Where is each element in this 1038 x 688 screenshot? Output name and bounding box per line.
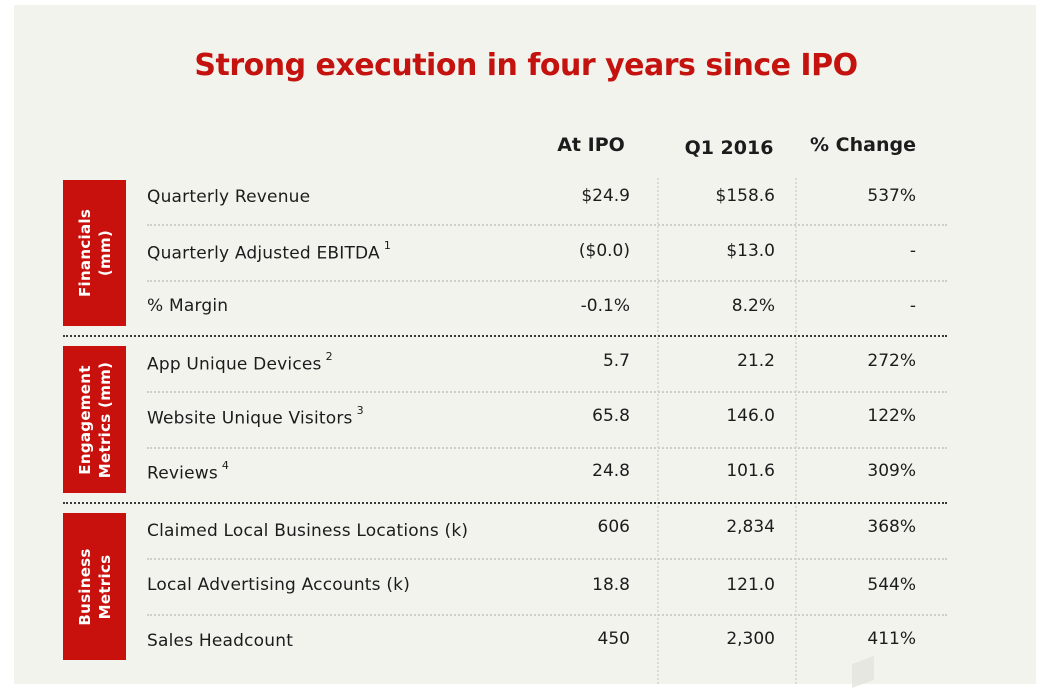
column-header-q1-2016: Q1 2016 <box>684 137 774 159</box>
cell-q1-2016: $13.0 <box>726 241 775 261</box>
row-divider <box>147 280 947 282</box>
section-label-business: Business Metrics <box>75 548 115 625</box>
row-label: App Unique Devices 2 <box>147 350 333 375</box>
row-label: Local Advertising Accounts (k) <box>147 575 411 595</box>
section-divider <box>63 502 947 504</box>
column-header-change: % Change <box>810 134 916 156</box>
footnote-marker: 4 <box>221 459 230 472</box>
cell-at-ipo: 5.7 <box>602 351 630 371</box>
cell-at-ipo: 606 <box>597 517 630 537</box>
section-label-line: Business <box>75 547 94 626</box>
row-label: Website Unique Visitors 3 <box>147 404 364 429</box>
section-label-line: Financials <box>75 208 94 298</box>
cell-change: - <box>909 241 916 261</box>
row-divider <box>147 391 947 393</box>
cell-at-ipo: $24.9 <box>581 186 630 206</box>
cell-q1-2016: 101.6 <box>726 461 775 481</box>
cell-change: - <box>909 296 916 316</box>
cell-q1-2016: 21.2 <box>737 351 775 371</box>
section-label-line: Metrics (mm) <box>95 361 114 478</box>
slide-background <box>14 5 1036 684</box>
cell-at-ipo: 18.8 <box>592 575 630 595</box>
cell-change: 411% <box>867 629 916 649</box>
row-divider <box>147 224 947 226</box>
section-band-engagement: Engagement Metrics (mm) <box>63 346 126 493</box>
section-band-business: Business Metrics <box>63 513 126 660</box>
section-label-line: Engagement <box>75 364 94 475</box>
cell-change: 544% <box>867 575 916 595</box>
cell-q1-2016: 2,300 <box>726 629 775 649</box>
section-label-line: (mm) <box>95 229 114 277</box>
cell-change: 309% <box>867 461 916 481</box>
slide-title: Strong execution in four years since IPO <box>194 48 858 83</box>
cell-change: 122% <box>867 406 916 426</box>
cell-q1-2016: 8.2% <box>731 296 775 316</box>
row-label: Quarterly Revenue <box>147 187 311 207</box>
row-divider <box>147 447 947 449</box>
cell-at-ipo: -0.1% <box>580 296 630 316</box>
footnote-marker: 2 <box>325 350 333 363</box>
cell-at-ipo: ($0.0) <box>578 241 630 261</box>
section-label-line: Metrics <box>95 554 114 619</box>
cell-change: 272% <box>867 351 916 371</box>
cell-q1-2016: 121.0 <box>726 575 775 595</box>
cell-at-ipo: 65.8 <box>592 406 630 426</box>
section-label-engagement: Engagement Metrics (mm) <box>75 361 115 477</box>
column-divider <box>657 178 659 684</box>
row-label: Claimed Local Business Locations (k) <box>147 521 469 541</box>
cell-q1-2016: 2,834 <box>726 517 775 537</box>
column-divider <box>795 178 797 684</box>
section-label-financials: Financials (mm) <box>75 209 115 297</box>
row-label: % Margin <box>147 296 229 316</box>
row-divider <box>147 558 947 560</box>
row-divider <box>147 614 947 616</box>
cell-at-ipo: 450 <box>597 629 630 649</box>
section-band-financials: Financials (mm) <box>63 180 126 326</box>
cell-change: 537% <box>867 186 916 206</box>
footnote-marker: 3 <box>356 404 364 417</box>
column-header-at-ipo: At IPO <box>557 134 625 156</box>
cell-q1-2016: $158.6 <box>715 186 775 206</box>
cell-change: 368% <box>867 517 916 537</box>
cell-q1-2016: 146.0 <box>726 406 775 426</box>
row-label: Quarterly Adjusted EBITDA 1 <box>147 239 392 264</box>
row-label: Reviews 4 <box>147 459 230 484</box>
row-label: Sales Headcount <box>147 631 294 651</box>
section-divider <box>63 335 947 337</box>
cell-at-ipo: 24.8 <box>592 461 630 481</box>
footnote-marker: 1 <box>383 239 392 252</box>
